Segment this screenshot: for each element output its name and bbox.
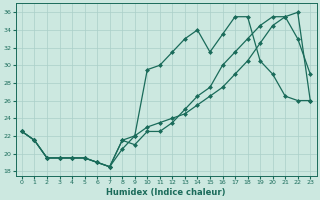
X-axis label: Humidex (Indice chaleur): Humidex (Indice chaleur) bbox=[106, 188, 226, 197]
